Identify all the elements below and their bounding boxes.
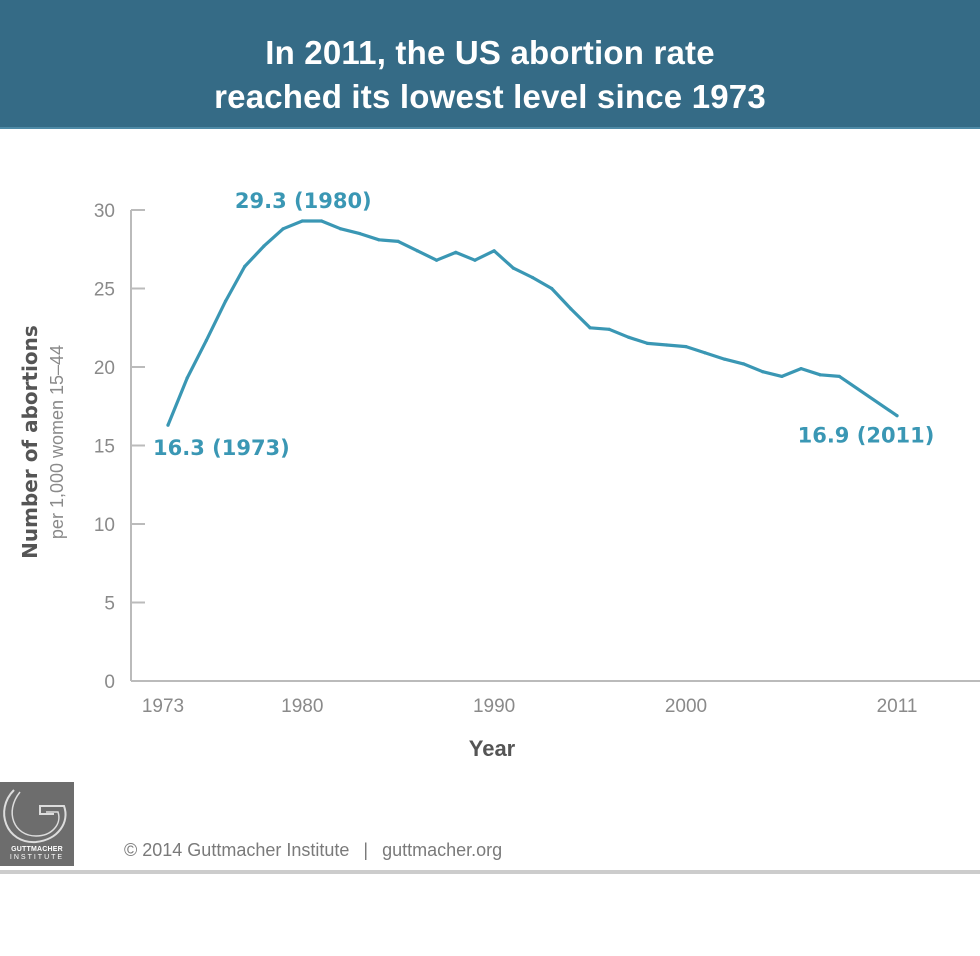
data-point xyxy=(895,414,899,418)
data-point xyxy=(415,249,419,253)
chart-title-line-1: In 2011, the US abortion rate xyxy=(265,34,715,71)
website-link[interactable]: guttmacher.org xyxy=(382,840,503,860)
data-point xyxy=(818,373,822,377)
y-tick-label: 0 xyxy=(104,672,115,693)
y-tick-label: 30 xyxy=(94,201,115,222)
data-point xyxy=(492,249,496,253)
data-point xyxy=(646,341,650,346)
data-point xyxy=(262,244,266,248)
x-axis-title: Year xyxy=(469,736,516,761)
y-tick-label: 25 xyxy=(94,280,115,301)
series-line xyxy=(166,219,899,427)
footer-divider xyxy=(0,870,980,874)
y-tick-label: 10 xyxy=(94,515,115,536)
data-point xyxy=(607,327,611,331)
series-group xyxy=(166,219,899,427)
logo-text: GUTTMACHER INSTITUTE xyxy=(0,846,74,862)
chart-title: In 2011, the US abortion rate reached it… xyxy=(0,31,980,119)
x-tick-label: 2011 xyxy=(877,696,918,717)
data-point xyxy=(780,374,784,379)
y-tick-label: 15 xyxy=(94,437,115,458)
data-point xyxy=(473,258,477,262)
data-point xyxy=(511,266,515,270)
data-label: 16.9 (2011) xyxy=(798,424,935,448)
data-point xyxy=(703,351,707,355)
x-tick-label: 1990 xyxy=(473,696,515,717)
y-tick-label: 5 xyxy=(104,594,115,615)
data-point xyxy=(550,286,554,291)
data-point xyxy=(569,307,573,311)
y-axis-subtitle: per 1,000 women 15–44 xyxy=(47,345,67,539)
data-point xyxy=(185,376,189,380)
data-point xyxy=(741,362,746,366)
data-point xyxy=(166,423,170,427)
annotations: 16.3 (1973) 29.3 (1980) 16.9 (2011) xyxy=(153,189,934,460)
data-label: 29.3 (1980) xyxy=(235,189,372,213)
data-point xyxy=(204,338,208,342)
footer: © 2014 Guttmacher Institute | guttmacher.o… xyxy=(124,840,502,861)
data-point xyxy=(530,275,535,280)
y-axis-title: Number of abortions xyxy=(18,325,42,559)
data-point xyxy=(722,357,726,361)
data-point xyxy=(300,219,304,223)
data-point xyxy=(837,374,842,379)
chart-title-line-2: reached its lowest level since 1973 xyxy=(214,78,766,115)
y-ticks: 0 5 10 15 20 25 30 xyxy=(94,201,145,693)
data-point xyxy=(684,344,688,349)
data-point xyxy=(281,227,285,231)
data-point xyxy=(588,326,592,330)
data-point xyxy=(243,264,247,269)
copyright-text: © 2014 Guttmacher Institute xyxy=(124,840,350,860)
guttmacher-logo: GUTTMACHER INSTITUTE xyxy=(0,782,74,866)
data-point xyxy=(665,343,669,347)
data-point xyxy=(454,250,458,254)
x-ticks: 1973 1980 1990 2000 2011 xyxy=(142,696,918,717)
logo-text-line-2: INSTITUTE xyxy=(9,854,65,861)
data-point xyxy=(358,231,362,236)
data-point xyxy=(377,238,381,242)
y-tick-label: 20 xyxy=(94,358,115,379)
x-tick-label: 1973 xyxy=(142,696,184,717)
data-point xyxy=(339,227,343,231)
data-point xyxy=(396,239,400,243)
data-point xyxy=(761,370,765,374)
x-tick-label: 2000 xyxy=(665,696,707,717)
line-chart: 0 5 10 15 20 25 30 1973 1980 1990 2000 2011 16.3 (… xyxy=(18,189,980,761)
x-tick-label: 1980 xyxy=(281,696,323,717)
data-point xyxy=(434,258,439,262)
data-point xyxy=(319,219,324,223)
chart-header: In 2011, the US abortion rate reached it… xyxy=(0,0,980,129)
data-label: 16.3 (1973) xyxy=(153,436,290,460)
logo-text-line-1: GUTTMACHER xyxy=(11,846,63,853)
footer-separator: | xyxy=(363,840,369,860)
logo-g-icon xyxy=(3,789,67,844)
data-point xyxy=(223,299,228,303)
data-point xyxy=(799,366,803,371)
data-point xyxy=(626,335,631,339)
